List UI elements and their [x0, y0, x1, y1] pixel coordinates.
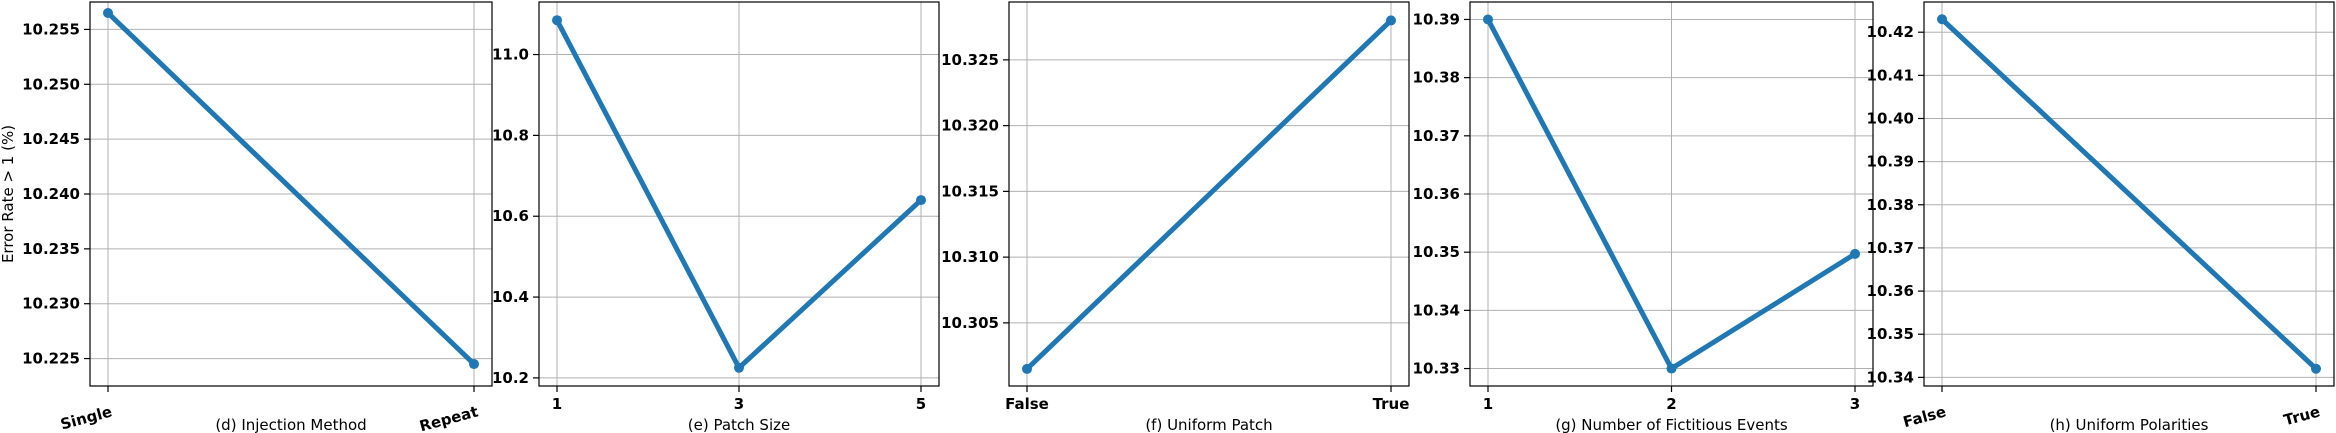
x-tick-label: 1: [552, 395, 562, 413]
data-point: [734, 362, 744, 373]
plot-frame: [538, 1, 940, 387]
y-tick-label: 10.38: [1413, 69, 1460, 87]
y-tick-label: 10.315: [941, 182, 999, 200]
x-axis-label: (d) Injection Method: [215, 416, 366, 433]
y-tick-label: 10.40: [1867, 109, 1914, 127]
y-tick-label: 10.225: [22, 350, 80, 368]
x-tick-label: 1: [1483, 395, 1493, 413]
data-point: [1666, 363, 1677, 374]
y-tick-label: 10.235: [22, 240, 80, 258]
y-tick-label: 10.230: [22, 295, 80, 313]
plot-frame: [1923, 1, 2335, 387]
x-tick-label: 5: [916, 395, 926, 413]
y-tick-label: 10.250: [22, 75, 80, 93]
y-tick-label: 10.42: [1867, 23, 1914, 41]
data-point: [2311, 363, 2321, 374]
x-tick-label: False: [1901, 402, 1948, 431]
x-axis-label: (g) Number of Fictitious Events: [1555, 416, 1788, 433]
data-point: [1850, 248, 1860, 259]
series-line: [1024, 17, 1394, 372]
y-tick-label: 10.2: [492, 369, 529, 387]
y-tick-label: 10.35: [1867, 325, 1914, 343]
y-tick-label: 10.310: [941, 248, 999, 266]
y-tick-label: 10.37: [1413, 127, 1460, 145]
data-point: [916, 195, 926, 206]
plot-frame: [1469, 1, 1874, 387]
y-tick-label: 10.325: [941, 51, 999, 69]
y-tick-label: 10.34: [1867, 368, 1914, 386]
x-axis-label: (f) Uniform Patch: [1145, 416, 1272, 433]
y-tick-label: 10.4: [492, 288, 529, 306]
y-tick-label: 10.8: [492, 126, 529, 144]
plot-frame: [1008, 1, 1410, 387]
y-tick-label: 10.255: [22, 20, 80, 38]
y-tick-label: 10.37: [1867, 239, 1914, 257]
y-tick-label: 10.38: [1867, 196, 1914, 214]
data-point: [1386, 15, 1396, 26]
y-tick-label: 10.245: [22, 130, 80, 148]
data-point: [1022, 363, 1032, 374]
x-axis-label: (e) Patch Size: [688, 416, 790, 433]
x-axis-label: (h) Uniform Polarities: [2050, 416, 2209, 433]
y-axis-label: Error Rate > 1 (%): [0, 125, 17, 263]
chart-panel-0: 10.225 10.230 10.235 10.240 10.245 10.250 10.2…: [0, 1, 493, 433]
x-tick-label: 3: [1850, 395, 1860, 413]
y-tick-label: 10.41: [1867, 66, 1914, 84]
y-tick-label: 10.33: [1413, 360, 1460, 378]
series-line: [105, 10, 477, 367]
data-point: [552, 15, 562, 26]
data-point: [469, 359, 479, 370]
plot-frame: [89, 1, 493, 387]
series-line: [1939, 16, 2319, 372]
x-tick-label: Repeat: [417, 402, 480, 433]
x-tick-label: True: [2282, 402, 2322, 429]
x-tick-label: False: [1005, 395, 1049, 413]
data-point: [1483, 14, 1493, 25]
chart-panel-3: 10.33 10.34 10.35 10.36 10.37 10.38 10.39 1 2 3 (g…: [1413, 1, 1874, 433]
y-tick-label: 10.36: [1867, 282, 1914, 300]
data-point: [1937, 14, 1947, 25]
chart-panel-4: 10.34 10.35 10.36 10.37 10.38 10.39 10.40 10.41…: [1867, 1, 2335, 433]
y-tick-label: 10.240: [22, 185, 80, 203]
y-tick-label: 10.34: [1413, 301, 1460, 319]
y-tick-label: 10.6: [492, 207, 529, 225]
chart-panel-2: 10.305 10.310 10.315 10.320 10.325 False True (…: [941, 1, 1410, 433]
y-tick-label: 10.35: [1413, 243, 1460, 261]
x-tick-label: 2: [1666, 395, 1676, 413]
x-tick-label: Single: [58, 402, 114, 433]
y-tick-label: 11.0: [492, 46, 529, 64]
data-point: [103, 7, 113, 18]
y-tick-label: 10.320: [941, 117, 999, 135]
x-tick-label: True: [1373, 395, 1410, 413]
x-tick-label: 3: [734, 395, 744, 413]
chart-panel-1: 10.2 10.4 10.6 10.8 11.0 1 3 5 (e) Patch Size: [492, 1, 940, 433]
y-tick-label: 10.305: [941, 314, 999, 332]
y-tick-label: 10.39: [1867, 153, 1914, 171]
y-tick-label: 10.39: [1413, 10, 1460, 28]
y-tick-label: 10.36: [1413, 185, 1460, 203]
